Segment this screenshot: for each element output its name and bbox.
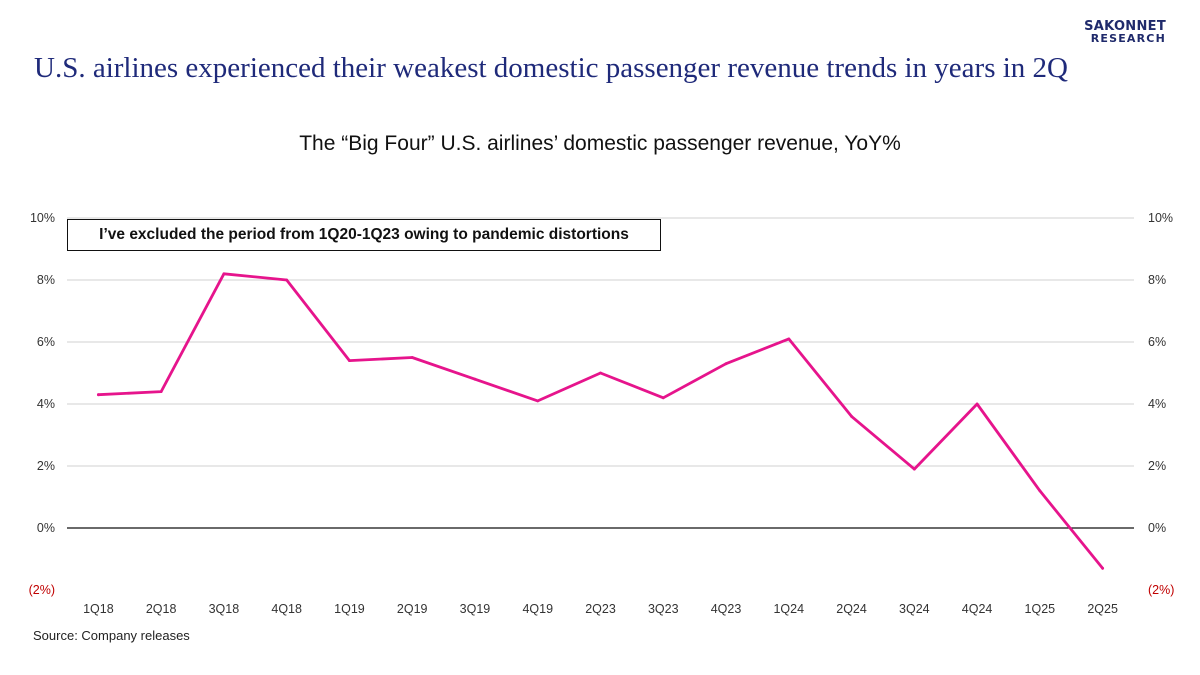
- series-line: [96, 272, 1105, 570]
- gridlines: [67, 217, 1134, 529]
- data-point: [348, 359, 351, 362]
- chart-title: The “Big Four” U.S. airlines’ domestic p…: [299, 132, 901, 155]
- x-tick-label: 3Q24: [899, 602, 930, 616]
- y-tick-label-right: (2%): [1148, 583, 1174, 597]
- x-tick-label: 4Q23: [711, 602, 742, 616]
- y-axis-right: 10% 8% 6% 4% 2% 0% (2%): [1148, 211, 1174, 597]
- data-point: [1038, 489, 1042, 493]
- sakonnet-research-logo: SAKONNET RESEARCH: [1084, 20, 1166, 44]
- y-tick-label-right: 0%: [1148, 521, 1166, 535]
- data-point: [599, 371, 602, 375]
- data-point: [410, 356, 414, 359]
- y-tick-label-right: 6%: [1148, 335, 1166, 349]
- x-tick-label: 3Q19: [460, 602, 491, 616]
- y-tick-label-left: 4%: [37, 397, 55, 411]
- x-tick-label: 2Q24: [836, 602, 867, 616]
- x-axis: 1Q18 2Q18 3Q18 4Q18 1Q19 2Q19 3Q19 4Q19 2Q23 3Q23…: [83, 602, 1118, 616]
- y-tick-label-right: 10%: [1148, 211, 1173, 225]
- x-tick-label: 3Q23: [648, 602, 679, 616]
- page-headline: U.S. airlines experienced their weakest …: [34, 52, 1068, 84]
- data-point: [724, 362, 728, 366]
- y-tick-label-left: 8%: [37, 273, 55, 287]
- series-group: [96, 272, 1105, 570]
- data-point: [787, 337, 791, 341]
- source-note: Source: Company releases: [33, 628, 190, 643]
- y-tick-label-left: (2%): [29, 583, 55, 597]
- logo-line-1: SAKONNET: [1084, 19, 1166, 34]
- data-point: [975, 402, 979, 406]
- y-tick-label-right: 8%: [1148, 273, 1166, 287]
- annotation-note-text: I’ve excluded the period from 1Q20-1Q23 …: [99, 226, 629, 243]
- data-point: [661, 396, 665, 400]
- x-tick-label: 1Q25: [1025, 602, 1056, 616]
- annotation-note-box: I’ve excluded the period from 1Q20-1Q23 …: [67, 219, 661, 251]
- x-tick-label: 4Q24: [962, 602, 993, 616]
- x-tick-label: 2Q23: [585, 602, 616, 616]
- data-point: [96, 393, 100, 397]
- data-point: [222, 272, 226, 276]
- logo-line-2: RESEARCH: [1090, 32, 1166, 45]
- x-tick-label: 3Q18: [209, 602, 240, 616]
- x-tick-label: 2Q25: [1087, 602, 1118, 616]
- x-tick-label: 2Q18: [146, 602, 177, 616]
- data-point: [473, 377, 477, 381]
- data-point: [536, 399, 540, 403]
- y-tick-label-right: 4%: [1148, 397, 1166, 411]
- x-tick-label: 4Q18: [271, 602, 302, 616]
- y-tick-label-right: 2%: [1148, 459, 1166, 473]
- y-axis-left: 10% 8% 6% 4% 2% 0% (2%): [29, 211, 55, 597]
- y-tick-label-left: 2%: [37, 459, 55, 473]
- y-tick-label-left: 10%: [30, 211, 55, 225]
- x-tick-label: 1Q18: [83, 602, 114, 616]
- x-tick-label: 4Q19: [522, 602, 553, 616]
- x-tick-label: 1Q19: [334, 602, 365, 616]
- x-tick-label: 1Q24: [773, 602, 804, 616]
- data-point: [285, 278, 289, 282]
- data-point: [1101, 566, 1105, 570]
- data-point: [912, 467, 916, 471]
- y-tick-label-left: 6%: [37, 335, 55, 349]
- x-tick-label: 2Q19: [397, 602, 428, 616]
- data-point: [850, 415, 853, 418]
- y-tick-label-left: 0%: [37, 521, 55, 535]
- data-point: [159, 390, 163, 393]
